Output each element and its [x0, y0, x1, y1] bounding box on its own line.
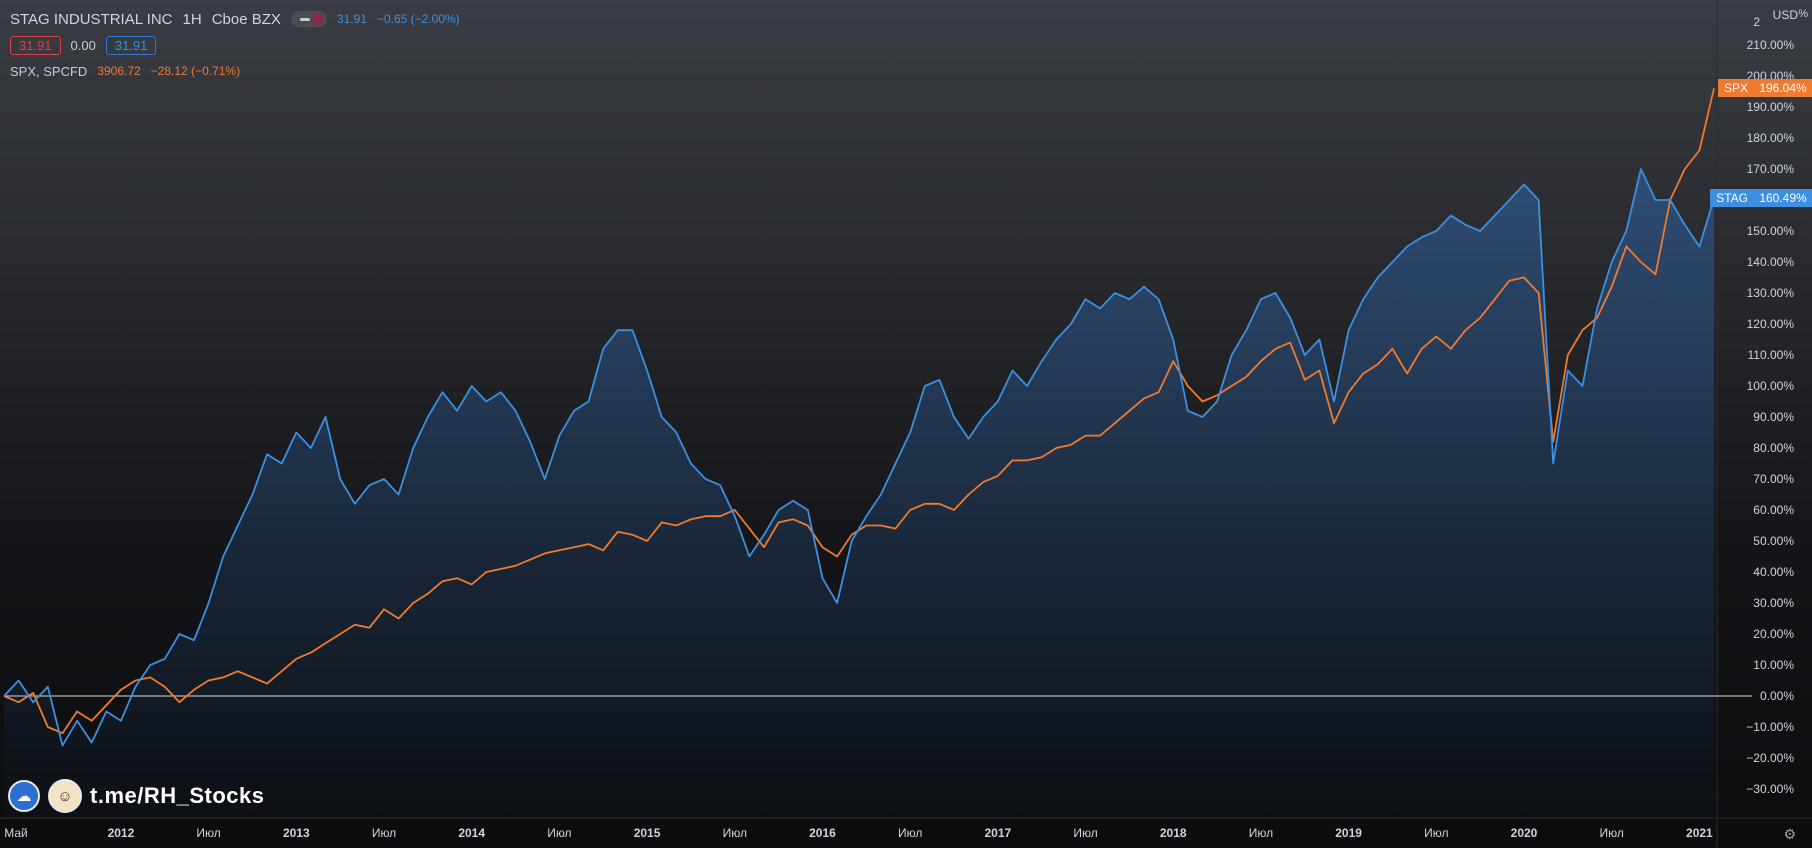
stag-change: −0.65 (−2.00%): [376, 12, 460, 26]
time-axis-year-label: 2013: [282, 826, 310, 840]
price-axis-label: 110.00%: [1747, 348, 1794, 362]
price-axis-label: 70.00%: [1753, 472, 1794, 486]
chart-legend: STAG INDUSTRIAL INC 1H Cboe BZX 31.91 −0…: [10, 6, 460, 84]
time-axis-month-label: Июл: [1073, 826, 1098, 840]
time-axis-month-label: Июл: [1248, 826, 1274, 840]
stag-tag-name: STAG: [1710, 189, 1754, 208]
price-axis-label: −10.00%: [1746, 720, 1794, 734]
legend-toggle-icon[interactable]: [290, 11, 327, 27]
time-axis-month-label: Июл: [897, 826, 923, 840]
price-axis-label: 30.00%: [1753, 596, 1794, 610]
stag-area-fill: [4, 169, 1714, 818]
watermark: ☁ ☺ t.me/RH_Stocks: [8, 779, 265, 813]
price-axis-label: 170.00%: [1746, 162, 1794, 176]
time-axis-month-label: Июл: [1599, 826, 1624, 840]
legend-main-row: STAG INDUSTRIAL INC 1H Cboe BZX 31.91 −0…: [10, 6, 460, 32]
interval-label[interactable]: 1H: [182, 10, 202, 28]
time-axis-year-label: 2016: [809, 826, 836, 840]
time-axis-month-label: Июл: [1424, 826, 1449, 840]
exchange-label: Cboe BZX: [211, 10, 281, 28]
avatar: ☺: [48, 779, 82, 813]
price-axis-label: 40.00%: [1753, 565, 1794, 579]
price-axis-label: 10.00%: [1753, 658, 1794, 672]
price-axis-label: 90.00%: [1753, 410, 1794, 424]
price-axis-label: 50.00%: [1753, 534, 1794, 548]
time-axis-month-label: Июл: [722, 826, 747, 840]
time-axis-year-label: 2019: [1335, 826, 1362, 840]
price-axis-label: 190.00%: [1746, 100, 1794, 114]
compare-change: −28.12 (−0.71%): [150, 64, 241, 78]
price-axis-label: 120.00%: [1746, 317, 1794, 331]
price-axis-label: 180.00%: [1746, 131, 1794, 145]
sell-button[interactable]: 31.91: [10, 35, 61, 55]
compare-symbol[interactable]: SPX, SPCFD: [10, 63, 88, 79]
time-axis-year-label: 2021: [1686, 826, 1713, 840]
spx-tag-value: 196.04%: [1754, 79, 1812, 98]
time-axis-year-label: 2015: [633, 826, 661, 840]
price-axis-label: 0.00%: [1759, 689, 1794, 703]
price-axis-label: 100.00%: [1746, 379, 1794, 393]
spx-price-tag: SPX 196.04%: [1717, 79, 1812, 98]
price-axis-label: 80.00%: [1753, 441, 1794, 455]
spx-tag-name: SPX: [1717, 79, 1754, 98]
time-axis-year-label: 2014: [458, 826, 486, 840]
time-axis-year-label: 2018: [1159, 826, 1187, 840]
time-axis-year-label: 2012: [107, 826, 135, 840]
scale-mode-label[interactable]: %: [1798, 8, 1808, 20]
price-axis-label: −30.00%: [1746, 782, 1794, 796]
time-axis-month-label: Июл: [547, 826, 572, 840]
price-axis-label: 150.00%: [1746, 224, 1794, 238]
time-axis-month-label: Июл: [196, 826, 221, 840]
stag-series-line[interactable]: [3, 168, 1715, 747]
compare-quote: 3906.72: [97, 64, 141, 78]
stag-quote: 31.91: [336, 12, 367, 26]
scale-multiplier: 2: [1753, 15, 1760, 29]
legend-compare-row: SPX, SPCFD 3906.72 −28.12 (−0.71%): [10, 58, 460, 84]
spread-value: 0.00: [70, 37, 96, 53]
time-axis-year-label: 2017: [984, 826, 1012, 840]
price-axis-label: 210.00%: [1746, 38, 1794, 52]
price-axis-label: 130.00%: [1746, 286, 1794, 300]
stag-tag-value: 160.49%: [1754, 189, 1812, 208]
cloud-logo-icon: ☁: [8, 780, 40, 812]
buy-button[interactable]: 31.91: [105, 35, 157, 55]
time-axis-year-label: 2020: [1510, 826, 1538, 840]
price-axis-label: −20.00%: [1746, 751, 1794, 765]
currency-label[interactable]: USD: [1772, 8, 1798, 22]
time-axis-month-label: Май: [4, 826, 28, 840]
symbol-title[interactable]: STAG INDUSTRIAL INC: [10, 10, 173, 28]
price-axis-label: 60.00%: [1753, 503, 1794, 517]
watermark-text: t.me/RH_Stocks: [90, 783, 265, 808]
price-axis-label: 140.00%: [1746, 255, 1794, 269]
gear-icon[interactable]: ⚙: [1783, 826, 1796, 842]
time-axis-month-label: Июл: [371, 826, 397, 840]
stag-price-tag: STAG 160.49%: [1710, 189, 1812, 208]
price-axis-label: 20.00%: [1753, 627, 1794, 641]
legend-trade-row: 31.91 0.00 31.91: [10, 32, 460, 58]
